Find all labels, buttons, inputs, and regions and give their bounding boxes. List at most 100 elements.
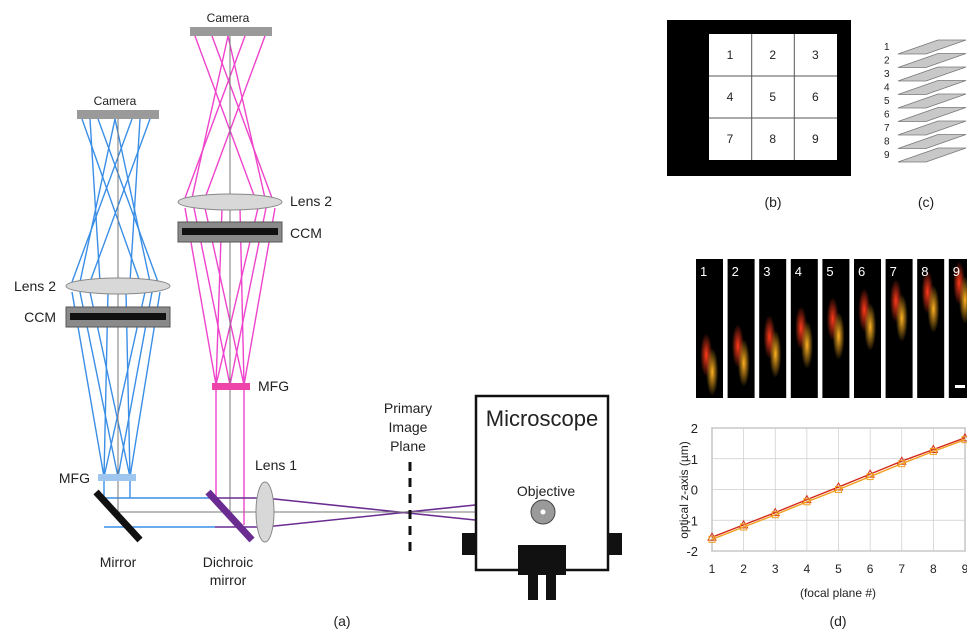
y-tick-label: -1	[686, 513, 698, 528]
focal-plane-label: 6	[884, 110, 890, 121]
psf-tile: 1	[696, 259, 723, 398]
x-tick-label: 7	[898, 562, 905, 576]
mirror-label: Mirror	[100, 554, 137, 570]
focal-plane	[897, 39, 967, 55]
magenta-ray-bundle	[184, 35, 276, 525]
x-tick-label: 4	[804, 562, 811, 576]
panel-a-diagram: Camera Lens 2 CCM MFG Mirror	[14, 11, 622, 629]
panel-b-grid: 1 2 3 4 5 6 7 8 9 (b)	[667, 20, 851, 210]
focal-plane-label: 4	[884, 83, 890, 94]
right-mfg-label: MFG	[258, 378, 289, 394]
series-point	[929, 447, 937, 455]
left-mfg-label: MFG	[59, 470, 90, 486]
grid-cell-label: 7	[727, 132, 734, 146]
left-mfg	[98, 474, 136, 481]
z-axis-chart: optical z-axis (µm) (focal plane #) 2 1 0 -…	[677, 421, 967, 600]
mirror	[93, 489, 143, 543]
series-point	[835, 486, 842, 493]
series-line	[711, 439, 966, 540]
right-camera-label: Camera	[207, 11, 250, 25]
psf-tile-label: 1	[700, 264, 707, 279]
grid-cell-label: 3	[812, 48, 819, 62]
left-camera	[77, 110, 159, 119]
caption-a: (a)	[333, 613, 350, 629]
psf-tile: 3	[759, 259, 787, 398]
focal-plane	[897, 53, 967, 68]
focal-plane	[897, 120, 967, 136]
left-lens-2-label: Lens 2	[14, 278, 56, 294]
psf-tile: 8	[917, 259, 945, 398]
y-axis-label: optical z-axis (µm)	[677, 441, 691, 539]
dichroic-label-1: Dichroic	[203, 554, 254, 570]
right-lens-2	[177, 193, 283, 211]
focal-plane	[897, 80, 967, 95]
caption-c: (c)	[918, 194, 934, 210]
dichroic-label-2: mirror	[210, 572, 247, 588]
psf-tile: 2	[727, 259, 755, 398]
objective-label: Objective	[517, 483, 576, 499]
primary-label-1: Primary	[384, 400, 432, 416]
psf-tile-label: 8	[921, 264, 928, 279]
series-point	[898, 460, 906, 468]
series-point	[961, 436, 967, 444]
x-tick-label: 1	[709, 562, 716, 576]
lens-1	[255, 481, 275, 543]
psf-tile-label: 9	[953, 264, 960, 279]
caption-d: (d)	[829, 613, 846, 629]
grid-cell-label: 5	[769, 90, 776, 104]
focal-plane	[897, 107, 967, 122]
psf-tile-label: 4	[795, 264, 802, 279]
x-tick-label: 5	[835, 562, 842, 576]
x-tick-label: 2	[740, 562, 747, 576]
left-lens-2	[65, 277, 171, 295]
series-point	[771, 511, 779, 519]
series-point	[960, 432, 967, 442]
series-point	[866, 473, 874, 481]
y-tick-label: 1	[691, 452, 698, 467]
focal-plane-label: 1	[884, 42, 890, 53]
psf-tile: 5	[822, 259, 850, 398]
x-tick-label: 9	[962, 562, 967, 576]
psf-tile-label: 3	[763, 264, 770, 279]
grid-cell-label: 2	[769, 48, 776, 62]
psf-tile: 9	[948, 259, 967, 398]
focal-plane-label: 7	[884, 123, 890, 134]
focal-plane	[897, 147, 967, 163]
grid-cell-label: 9	[812, 132, 819, 146]
primary-label-2: Image	[389, 419, 428, 435]
psf-tile: 7	[885, 259, 913, 398]
series-point	[928, 444, 939, 454]
right-camera	[190, 27, 272, 36]
caption-b: (b)	[764, 194, 781, 210]
focal-plane-label: 9	[884, 150, 890, 161]
x-axis-label: (focal plane #)	[800, 586, 876, 600]
focal-plane	[897, 66, 967, 82]
grid-cell-label: 4	[727, 90, 734, 104]
primary-label-3: Plane	[390, 438, 426, 454]
microscope-box	[474, 394, 610, 572]
focal-plane	[897, 93, 967, 109]
series-point	[740, 523, 748, 531]
psf-tile: 6	[854, 259, 881, 398]
y-tick-label: -2	[686, 544, 698, 559]
grid-cell-label: 1	[727, 48, 734, 62]
microscope-label: Microscope	[486, 406, 598, 431]
psf-tile-label: 6	[858, 264, 865, 279]
series-point	[803, 498, 811, 506]
focal-plane-label: 3	[884, 69, 890, 80]
psf-tile-label: 7	[890, 264, 897, 279]
y-tick-label: 0	[691, 483, 698, 498]
lens-1-label: Lens 1	[255, 457, 297, 473]
right-ccm-label: CCM	[290, 225, 322, 241]
series-point	[708, 535, 716, 543]
psf-tile-label: 5	[826, 264, 833, 279]
grid-cell-label: 8	[769, 132, 776, 146]
right-lens-2-label: Lens 2	[290, 193, 332, 209]
y-tick-label: 2	[691, 421, 698, 436]
focal-plane-label: 2	[884, 56, 890, 67]
focal-plane-label: 5	[884, 96, 890, 107]
focal-plane-label: 8	[884, 137, 890, 148]
panel-d: 1 2 3 4 5 6 7 8 9 optical z-axis (µm) (focal pla…	[677, 259, 967, 629]
psf-tile-label: 2	[732, 264, 739, 279]
